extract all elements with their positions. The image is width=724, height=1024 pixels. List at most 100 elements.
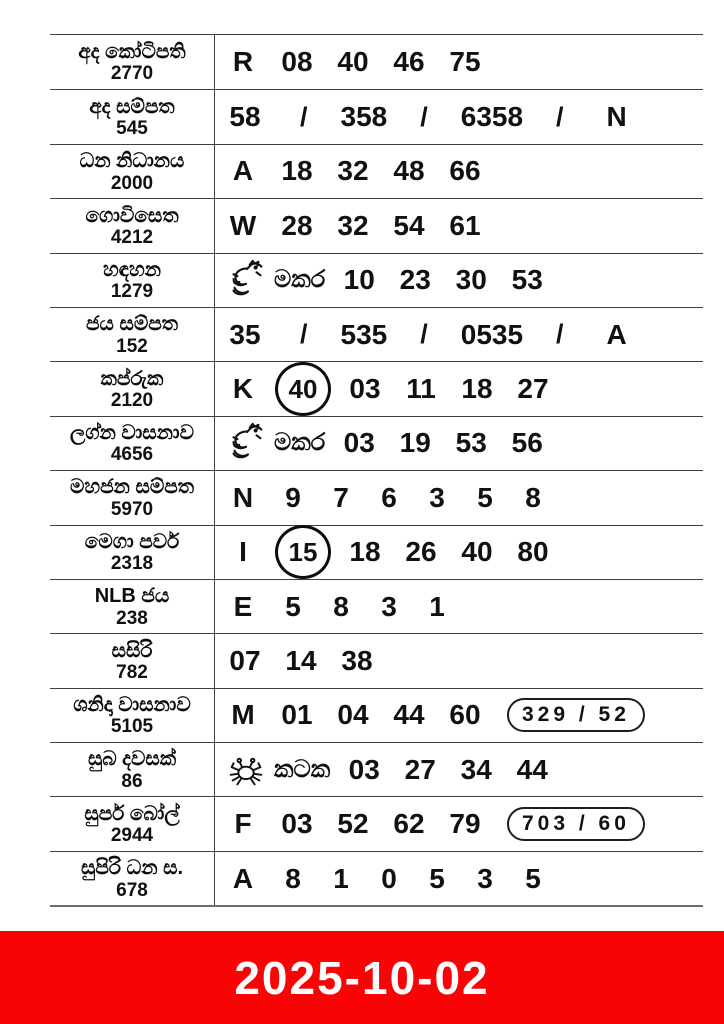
draw-number: 545 (116, 118, 148, 140)
number-token: 5 (525, 862, 541, 894)
number-token: 54 (393, 209, 425, 241)
zodiac-sign: මකර (223, 420, 325, 466)
draw-number: 4212 (110, 226, 154, 248)
number-token: 535 (340, 318, 388, 350)
lottery-name: NLB ජය (94, 585, 170, 608)
number-token: 40 (461, 536, 493, 568)
lottery-row: සුබ දවසක් 86 කටක 03 27 34 44 (50, 742, 703, 797)
lottery-name: ලග්න වාසනාව (70, 422, 194, 445)
letter-token: N (606, 101, 627, 133)
lottery-name: ධන නිධානය (79, 150, 185, 173)
row-results: 07 14 38 (215, 634, 703, 687)
draw-number: 1279 (110, 281, 154, 303)
number-token: 07 (229, 644, 261, 676)
number-token: 52 (337, 808, 369, 840)
number-token: 58 (229, 101, 261, 133)
lottery-name-cell: ගොවිසෙත 4212 (50, 199, 215, 253)
lottery-row: ලග්න වාසනාව 4656 මකර 03 19 53 56 (50, 415, 703, 471)
date-banner: 2025-10-02 (0, 931, 724, 1024)
draw-number: 2000 (110, 172, 154, 194)
number-token: 5 (477, 481, 493, 513)
lottery-name-cell: හඳහන 1279 (50, 253, 215, 307)
draw-number: 782 (116, 662, 148, 684)
row-results: මකර 03 19 53 56 (215, 417, 703, 470)
letter-token: R (232, 46, 254, 78)
slash-separator: / (420, 101, 428, 132)
number-token: 6358 (460, 101, 524, 133)
makara-dragon-icon (223, 257, 269, 303)
draw-number: 86 (121, 770, 143, 792)
number-token: 34 (460, 753, 492, 785)
draw-number: 2770 (110, 63, 154, 85)
lottery-name: සුපර් බෝල් (84, 802, 180, 825)
lottery-name-cell: සසිරි 782 (50, 634, 215, 688)
number-token: 75 (449, 46, 481, 78)
results-table: අද කෝටිපති 2770 R 08 40 46 75 අද සම්පත 545 58/358… (50, 34, 703, 908)
draw-number: 5970 (110, 498, 154, 520)
number-token: 5 (285, 590, 301, 622)
lottery-name: ශනිදා වාසනාව (73, 694, 191, 717)
number-token: 28 (281, 209, 313, 241)
number-token: 11 (406, 373, 436, 405)
letter-token: M (231, 699, 255, 731)
zodiac-sign: මකර (223, 257, 325, 303)
letter-token: I (239, 536, 247, 568)
number-token: 3 (477, 862, 493, 894)
number-token: 3 (429, 481, 445, 513)
lottery-name: අද කෝටිපති (78, 40, 186, 63)
number-token: 8 (285, 862, 301, 894)
lottery-name-cell: අද කෝටිපති 2770 (50, 35, 215, 90)
circled-number: 40 (275, 362, 331, 417)
row-results: 58 / 358 / 6358 / N (215, 90, 703, 143)
letter-token: N (232, 481, 254, 513)
number-token: 53 (455, 427, 487, 459)
number-token: 44 (516, 753, 548, 785)
slash-separator: / (420, 319, 428, 350)
lottery-row: ශනිදා වාසනාව 5105 M 01 04 44 60 329 / 52 (50, 687, 703, 743)
number-token: 56 (511, 427, 543, 459)
draw-number: 678 (116, 879, 148, 901)
number-token: 19 (399, 427, 431, 459)
kataka-crab-icon (223, 747, 269, 793)
zodiac-label: මකර (274, 266, 326, 294)
lottery-name-cell: ලග්න වාසනාව 4656 (50, 416, 215, 471)
lottery-name-cell: අද සම්පත 545 (50, 90, 215, 144)
number-token: 38 (341, 644, 373, 676)
row-results: මකර 10 23 30 53 (215, 254, 703, 307)
number-token: 03 (349, 373, 381, 405)
number-token: 03 (348, 753, 380, 785)
lottery-name-cell: NLB ජය 238 (50, 579, 215, 634)
number-token: 80 (517, 536, 549, 568)
zodiac-label: මකර (274, 429, 326, 457)
lottery-row: ගොවිසෙත 4212 W 28 32 54 61 (50, 198, 703, 253)
lottery-row: මෙගා පවර් 2318 I 15 18 26 40 80 (50, 524, 703, 580)
draw-number: 2944 (110, 825, 154, 847)
lottery-row: කප්රුක 2120 K 40 03 11 18 27 (50, 361, 703, 417)
number-token: 46 (393, 46, 425, 78)
lottery-name-cell: ශනිදා වාසනාව 5105 (50, 688, 215, 743)
number-token: 40 (337, 46, 369, 78)
number-token: 48 (393, 155, 425, 187)
lottery-name-cell: ධන නිධානය 2000 (50, 144, 215, 199)
number-token: 62 (393, 808, 425, 840)
row-results: 35 / 535 / 0535 / A (215, 308, 703, 361)
lottery-row: මහජන සම්පත 5970 N 9 7 6 3 5 8 (50, 470, 703, 525)
slash-separator: / (556, 319, 564, 350)
circled-number: 15 (275, 525, 331, 580)
number-token: 35 (229, 318, 261, 350)
number-token: 26 (405, 536, 437, 568)
number-token: 7 (333, 481, 349, 513)
number-token: 32 (337, 155, 369, 187)
number-token: 01 (281, 699, 313, 731)
draw-number: 2318 (110, 553, 154, 575)
number-token: 53 (511, 264, 543, 296)
zodiac-sign: කටක (223, 747, 330, 793)
row-results: R 08 40 46 75 (215, 35, 703, 89)
draw-number: 4656 (110, 444, 154, 466)
lottery-name-cell: සුපර් බෝල් 2944 (50, 797, 215, 851)
lottery-name-cell: සුපිරි ධන ස. 678 (50, 851, 215, 906)
lottery-name-cell: කප්රුක 2120 (50, 362, 215, 416)
